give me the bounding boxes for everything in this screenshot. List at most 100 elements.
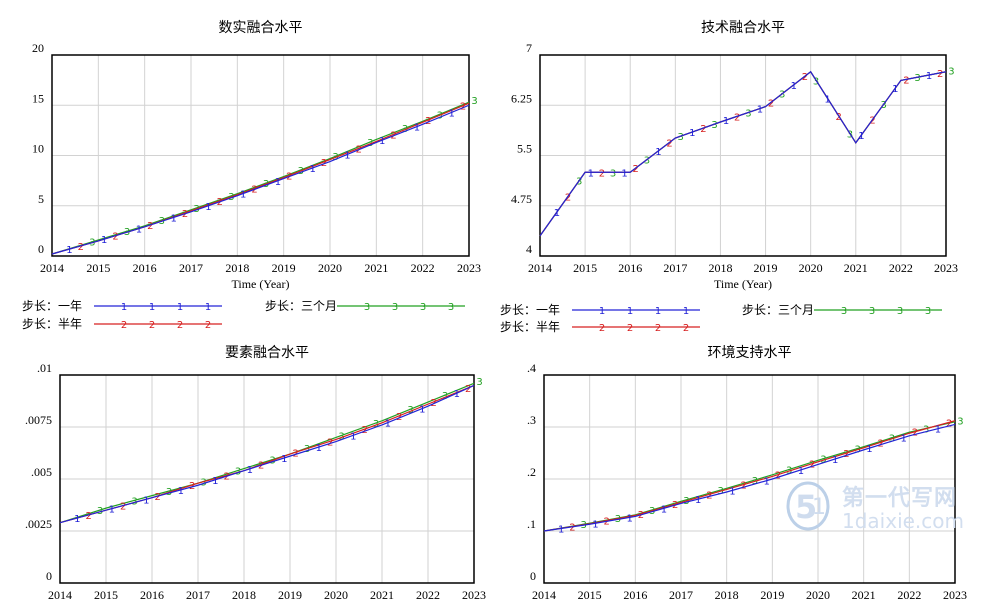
series-marker-1: 1: [689, 128, 695, 139]
chart-title: 技术融合水平: [701, 20, 785, 36]
x-tick-label: 2018: [715, 588, 739, 602]
series-marker-3: 3: [89, 238, 95, 249]
series-marker-1: 1: [695, 495, 701, 506]
series-marker-3: 3: [576, 177, 582, 188]
series-marker-2: 2: [734, 112, 740, 123]
x-tick-label: 2023: [457, 261, 481, 275]
series-marker-2: 2: [937, 69, 943, 80]
series-marker-3: 3: [957, 417, 963, 428]
watermark-logo-icon: 5 1: [786, 481, 830, 531]
series-marker-2: 2: [599, 168, 605, 179]
series-marker-1: 1: [101, 235, 107, 246]
x-tick-label: 2017: [669, 588, 693, 602]
series-marker-3: 3: [847, 130, 853, 141]
legend-swatch-marker: 1: [149, 302, 155, 313]
legend-swatch-marker: 3: [897, 306, 903, 317]
x-tick-label: 2016: [623, 588, 647, 602]
series-marker-2: 2: [85, 511, 91, 522]
series-marker-2: 2: [740, 481, 746, 492]
series-marker-1: 1: [136, 225, 142, 236]
legend-swatch-marker: 2: [149, 320, 155, 331]
series-marker-1: 1: [414, 123, 420, 134]
series-marker-1: 1: [866, 444, 872, 455]
series-marker-1: 1: [448, 108, 454, 119]
x-axis-label: Time (Year): [714, 277, 772, 291]
x-tick-label: 2017: [186, 588, 210, 602]
legend-swatch-marker: 2: [627, 323, 633, 334]
y-tick-label: 0: [38, 242, 44, 256]
series-marker-2: 2: [666, 138, 672, 149]
svg-text:1: 1: [812, 495, 826, 520]
series-line-3: [59, 382, 475, 524]
series-marker-1: 1: [824, 94, 830, 105]
chart-panel-3: 要素融合水平 0 .0025 .005 .0075 .01 2014 2015 2016 2017…: [25, 345, 486, 602]
watermark-url: 1daixie.com: [842, 509, 965, 533]
series-marker-1: 1: [832, 455, 838, 466]
x-tick-label: 2023: [943, 588, 967, 602]
series-marker-2: 2: [154, 492, 160, 503]
y-tick-label: 10: [32, 142, 44, 156]
legend-swatch-marker: 3: [448, 302, 454, 313]
chart-panel-2: 技术融合水平 4 4.75 5.5 6.25 7 2014 2015 2016 2017 2018 2…: [511, 20, 958, 291]
watermark: 5 1 第一代写网 1daixie.com: [786, 478, 981, 536]
series-marker-1: 1: [858, 131, 864, 142]
series-marker-1: 1: [178, 486, 184, 497]
x-tick-label: 2022: [897, 588, 921, 602]
legend-2: 步长：一年 1 1 1 1 步长：半年 2 2 2 2 步长：三个月 3 3 3 3: [500, 303, 942, 334]
series-marker-3: 3: [471, 96, 477, 107]
series-marker-1: 1: [791, 81, 797, 92]
chart-panel-4: 环境支持水平 0 .1 .2 .3 .4 2014 2015 2016 2017 2018 2019 2…: [527, 345, 967, 602]
legend-swatch-marker: 2: [655, 323, 661, 334]
series-marker-1: 1: [554, 208, 560, 219]
series-marker-3: 3: [644, 156, 650, 167]
y-tick-label: 0: [530, 569, 536, 583]
y-tick-label: 7: [526, 41, 532, 55]
series-marker-1: 1: [205, 202, 211, 213]
x-tick-label: 2021: [844, 261, 868, 275]
legend-swatch-marker: 3: [841, 306, 847, 317]
plot-frame: [59, 374, 475, 584]
x-tick-label: 2019: [760, 588, 784, 602]
series-marker-2: 2: [465, 384, 471, 395]
legend-swatch-marker: 3: [420, 302, 426, 313]
series-marker-2: 2: [120, 502, 126, 513]
y-tick-label: 4.75: [511, 192, 532, 206]
legend-label: 步长：一年: [22, 299, 82, 313]
x-tick-label: 2021: [364, 261, 388, 275]
y-tick-label: .1: [527, 517, 536, 531]
series-marker-1: 1: [316, 443, 322, 454]
series-marker-2: 2: [903, 75, 909, 86]
series-marker-2: 2: [258, 460, 264, 471]
x-tick-label: 2022: [416, 588, 440, 602]
series-marker-1: 1: [757, 105, 763, 116]
series-marker-1: 1: [247, 465, 253, 476]
series-marker-1: 1: [143, 495, 149, 506]
series-marker-3: 3: [610, 168, 616, 179]
plot-frame: [51, 54, 470, 257]
series-line-1: [59, 384, 475, 524]
series-marker-1: 1: [926, 71, 932, 82]
series-marker-1: 1: [723, 116, 729, 127]
x-tick-label: 2015: [573, 261, 597, 275]
series-marker-1: 1: [344, 150, 350, 161]
series-marker-2: 2: [78, 242, 84, 253]
series-line-3: [51, 101, 470, 255]
legend-swatch-marker: 2: [121, 320, 127, 331]
legend-swatch-marker: 1: [599, 306, 605, 317]
series-marker-1: 1: [798, 466, 804, 477]
series-marker-1: 1: [275, 177, 281, 188]
legend-swatch-marker: 2: [683, 323, 689, 334]
x-tick-label: 2017: [663, 261, 687, 275]
legend-swatch-marker: 1: [177, 302, 183, 313]
legend-swatch-marker: 3: [925, 306, 931, 317]
x-tick-label: 2021: [852, 588, 876, 602]
x-tick-label: 2020: [799, 261, 823, 275]
x-tick-label: 2023: [934, 261, 958, 275]
y-tick-label: 5: [38, 192, 44, 206]
series-line-2: [543, 420, 956, 532]
series-marker-2: 2: [700, 124, 706, 135]
chart-title: 环境支持水平: [708, 345, 792, 361]
legend-swatch-marker: 1: [655, 306, 661, 317]
series-line-3: [539, 70, 947, 237]
x-tick-label: 2014: [532, 588, 556, 602]
